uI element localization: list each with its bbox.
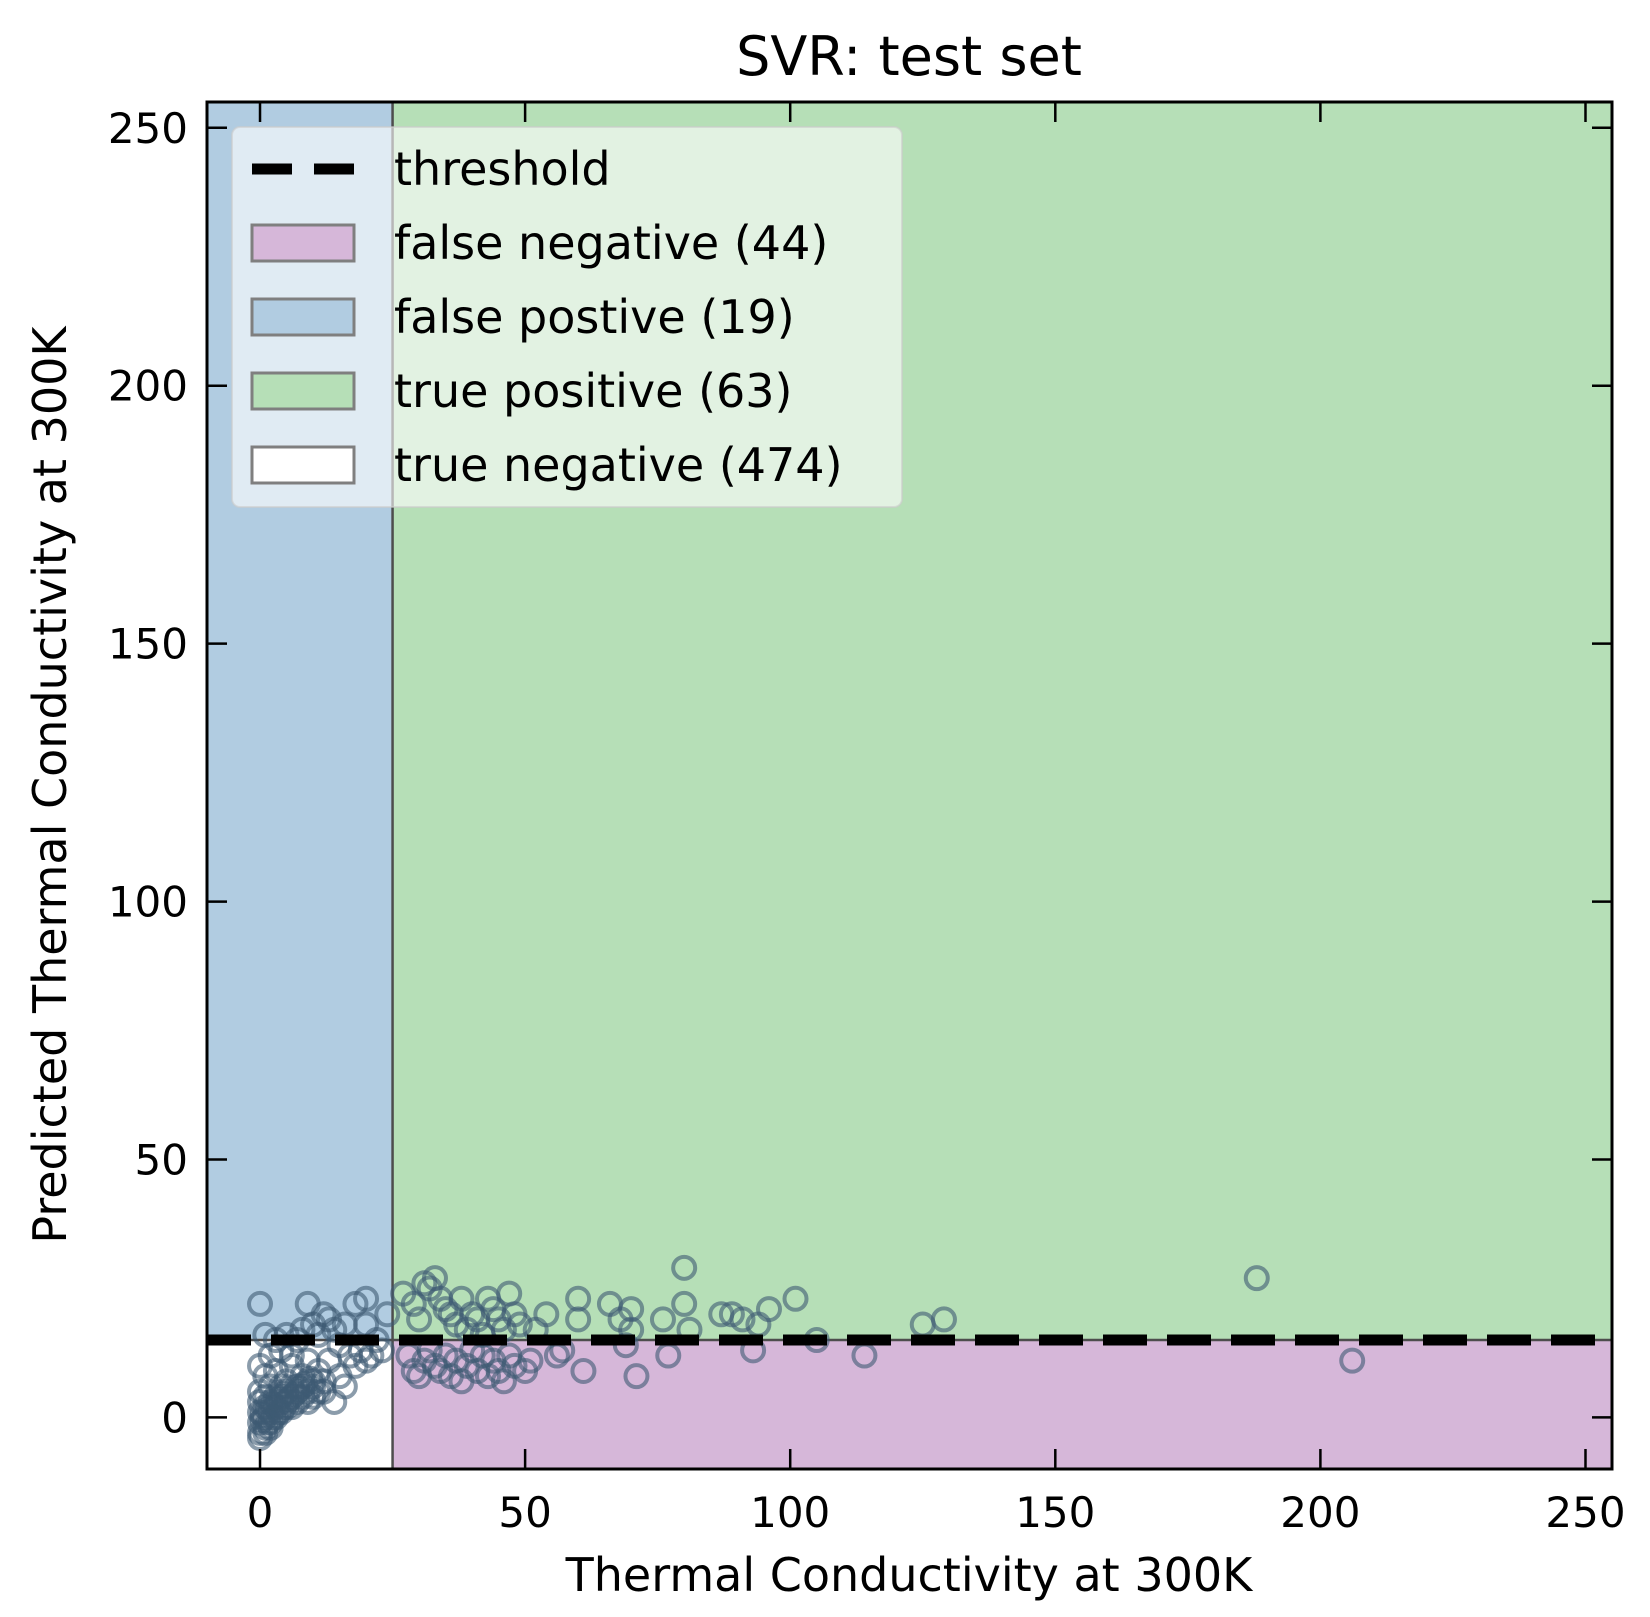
data-point: [310, 1368, 337, 1395]
false-negative-region: [392, 1340, 1612, 1469]
y-tick-label: 0: [161, 1393, 188, 1442]
legend-swatch-tp: [250, 371, 356, 411]
y-axis-label: Predicted Thermal Conductivity at 300K: [23, 325, 77, 1244]
y-tick-label: 50: [135, 1135, 188, 1184]
legend-label-fp: false postive (19): [394, 290, 795, 344]
legend-label-fn: false negative (44): [394, 216, 828, 270]
chart-title: SVR: test set: [736, 25, 1082, 88]
data-point: [565, 1306, 592, 1333]
y-tick-label: 250: [108, 104, 188, 153]
legend-label-tp: true positive (63): [394, 364, 793, 418]
data-point: [649, 1306, 676, 1333]
x-axis-label: Thermal Conductivity at 300K: [565, 1548, 1254, 1602]
legend-swatch-fn: [250, 223, 356, 263]
data-point: [782, 1285, 809, 1312]
y-tick-label: 150: [108, 620, 188, 669]
data-point: [368, 1337, 395, 1364]
legend-swatch-fp: [250, 297, 356, 337]
x-tick-label: 250: [1545, 1488, 1625, 1537]
data-point: [353, 1285, 380, 1312]
data-point: [506, 1311, 533, 1338]
x-tick-label: 200: [1280, 1488, 1360, 1537]
data-point: [729, 1306, 756, 1333]
data-point: [671, 1254, 698, 1281]
data-point: [671, 1290, 698, 1317]
legend-swatch-tn: [250, 445, 356, 485]
data-point: [400, 1290, 427, 1317]
x-tick-label: 100: [750, 1488, 830, 1537]
legend-label-threshold: threshold: [394, 142, 611, 196]
data-point: [1243, 1265, 1270, 1292]
data-point: [1339, 1347, 1366, 1374]
plot-frame: [205, 100, 1614, 1471]
y-tick-label: 100: [108, 878, 188, 927]
data-point: [623, 1363, 650, 1390]
data-point: [292, 1370, 319, 1397]
x-tick-label: 50: [498, 1488, 551, 1537]
x-tick-label: 150: [1015, 1488, 1095, 1537]
data-point: [374, 1301, 401, 1328]
data-point: [270, 1381, 297, 1408]
data-point: [247, 1290, 274, 1317]
y-axis: 0 50 100 150 200 250: [108, 104, 1612, 1442]
y-tick-label: 200: [108, 362, 188, 411]
legend-box: [231, 126, 903, 508]
data-point: [297, 1365, 324, 1392]
data-point: [930, 1306, 957, 1333]
data-point: [533, 1301, 560, 1328]
data-point: [517, 1347, 544, 1374]
data-point: [756, 1296, 782, 1323]
data-point: [406, 1306, 433, 1333]
x-tick-label: 0: [247, 1488, 274, 1537]
x-axis: 0 50 100 150 200 250: [247, 102, 1626, 1537]
legend: threshold false negative (44) false postiv…: [231, 126, 903, 508]
legend-label-tn: true negative (474): [394, 438, 843, 492]
data-point: [570, 1357, 597, 1384]
